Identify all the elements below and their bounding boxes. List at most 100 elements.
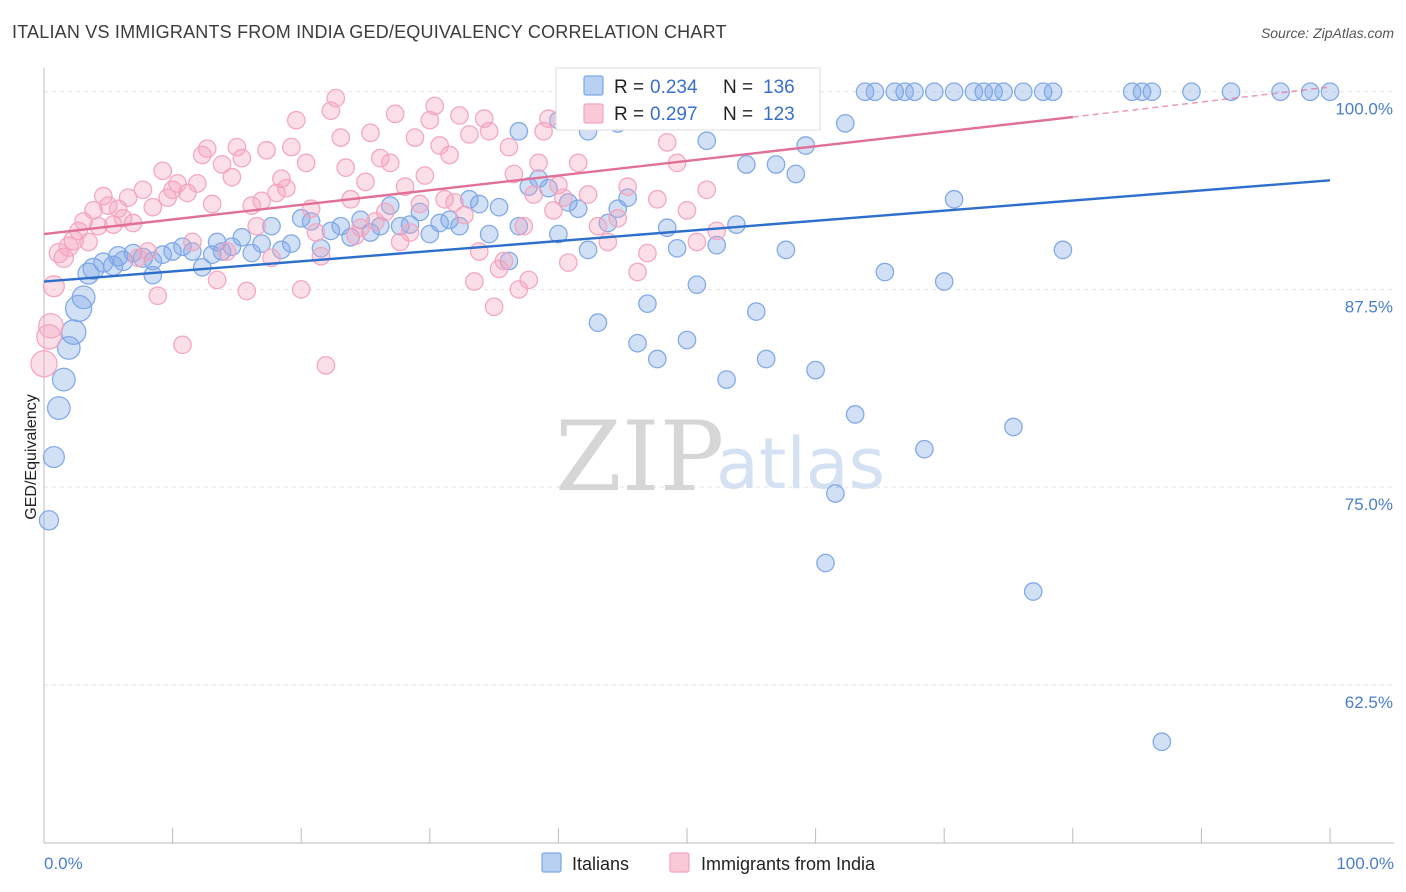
- point-1-99: [519, 270, 539, 290]
- point-0-42: [380, 196, 400, 215]
- point-0-74: [697, 131, 717, 151]
- point-0-34: [301, 212, 321, 231]
- point-0-88: [835, 114, 855, 133]
- point-0-114: [1300, 82, 1320, 102]
- watermark: ZIP atlas: [555, 401, 885, 513]
- point-1-48: [267, 183, 286, 203]
- point-0-93: [885, 82, 905, 102]
- point-0-71: [667, 238, 687, 258]
- point-1-0: [30, 350, 58, 378]
- point-0-3: [51, 367, 76, 392]
- point-1-58: [316, 356, 336, 375]
- point-1-110: [588, 216, 608, 236]
- grid-lines: [44, 91, 1394, 686]
- point-1-31: [183, 232, 202, 252]
- point-1-108: [568, 153, 588, 173]
- point-1-30: [178, 183, 197, 203]
- point-0-2: [46, 396, 71, 421]
- point-1-35: [202, 194, 222, 214]
- point-1-83: [440, 145, 459, 165]
- y-axis-label: GED/Equivalency: [23, 394, 40, 519]
- point-1-78: [415, 166, 435, 185]
- point-0-72: [677, 330, 697, 350]
- legend-n-value-india: 123: [763, 104, 795, 125]
- point-0-75: [707, 235, 727, 255]
- point-0-104: [1033, 82, 1053, 102]
- point-0-15: [132, 247, 154, 269]
- point-0-49: [450, 216, 469, 236]
- point-1-42: [237, 281, 257, 301]
- point-1-40: [227, 137, 247, 157]
- point-1-95: [499, 137, 519, 157]
- point-1-76: [405, 128, 425, 147]
- point-0-111: [1182, 82, 1201, 102]
- point-1-97: [509, 280, 529, 299]
- series-legend-swatch-italians: [541, 852, 562, 873]
- point-0-106: [1053, 240, 1073, 260]
- legend-r-label-italians: R =: [614, 77, 644, 98]
- point-0-19: [163, 242, 182, 261]
- y-tick-label-3: 62.5%: [1345, 693, 1393, 712]
- point-0-107: [1122, 82, 1142, 102]
- trend-line-1: [43, 115, 1073, 236]
- point-0-91: [865, 82, 885, 102]
- legend-r-value-italians: 0.234: [650, 77, 698, 98]
- point-1-75: [400, 223, 420, 242]
- y-tick-label-0: 100.0%: [1335, 100, 1393, 119]
- point-0-4: [56, 335, 81, 360]
- point-1-53: [291, 280, 311, 299]
- point-1-27: [163, 180, 182, 200]
- series-legend-swatch-india: [669, 852, 690, 873]
- point-1-106: [554, 188, 573, 208]
- point-0-0: [38, 510, 60, 531]
- point-0-112: [1221, 82, 1241, 102]
- point-1-74: [395, 177, 415, 196]
- point-1-24: [148, 286, 168, 306]
- point-1-38: [217, 242, 237, 261]
- point-0-13: [112, 250, 134, 272]
- point-1-86: [455, 205, 474, 225]
- point-1-60: [326, 88, 346, 108]
- point-1-36: [207, 270, 227, 290]
- point-0-36: [321, 221, 341, 241]
- trend-line-dashed-1: [1072, 86, 1331, 118]
- point-1-13: [94, 186, 113, 206]
- point-1-66: [356, 172, 375, 192]
- point-0-101: [1004, 417, 1023, 437]
- point-0-108: [1132, 82, 1152, 102]
- point-0-87: [826, 484, 845, 503]
- point-1-119: [677, 201, 697, 220]
- point-0-6: [64, 294, 93, 323]
- point-1-122: [707, 221, 727, 241]
- trend-line-0: [43, 179, 1331, 283]
- point-1-84: [445, 193, 464, 212]
- point-0-115: [1320, 82, 1340, 102]
- point-0-76: [717, 370, 736, 389]
- point-1-120: [687, 232, 707, 252]
- y-tick-labels: 100.0% 87.5% 75.0% 62.5%: [1335, 100, 1393, 712]
- series-legend-label-india: Immigrants from India: [701, 854, 876, 874]
- point-0-109: [1142, 82, 1162, 102]
- point-0-79: [746, 302, 766, 321]
- series-legend: Italians Immigrants from India: [541, 852, 876, 874]
- point-1-2: [38, 312, 64, 339]
- point-0-66: [618, 188, 637, 208]
- series-0-points: [38, 82, 1340, 752]
- point-0-1: [42, 445, 65, 469]
- point-0-27: [232, 227, 252, 247]
- point-0-85: [806, 360, 825, 380]
- point-1-113: [618, 177, 637, 196]
- y-tick-label-2: 75.0%: [1345, 495, 1393, 514]
- point-1-23: [143, 197, 163, 217]
- legend-n-label-italians: N =: [723, 77, 753, 98]
- legend-swatch-italians: [583, 75, 604, 96]
- point-1-32: [187, 174, 207, 193]
- point-1-56: [306, 223, 326, 242]
- point-0-98: [934, 272, 954, 291]
- chart-source: Source: ZipAtlas.com: [1261, 25, 1394, 41]
- point-1-17: [113, 208, 133, 228]
- point-0-21: [183, 242, 202, 261]
- point-1-37: [212, 155, 232, 174]
- point-1-67: [361, 123, 380, 143]
